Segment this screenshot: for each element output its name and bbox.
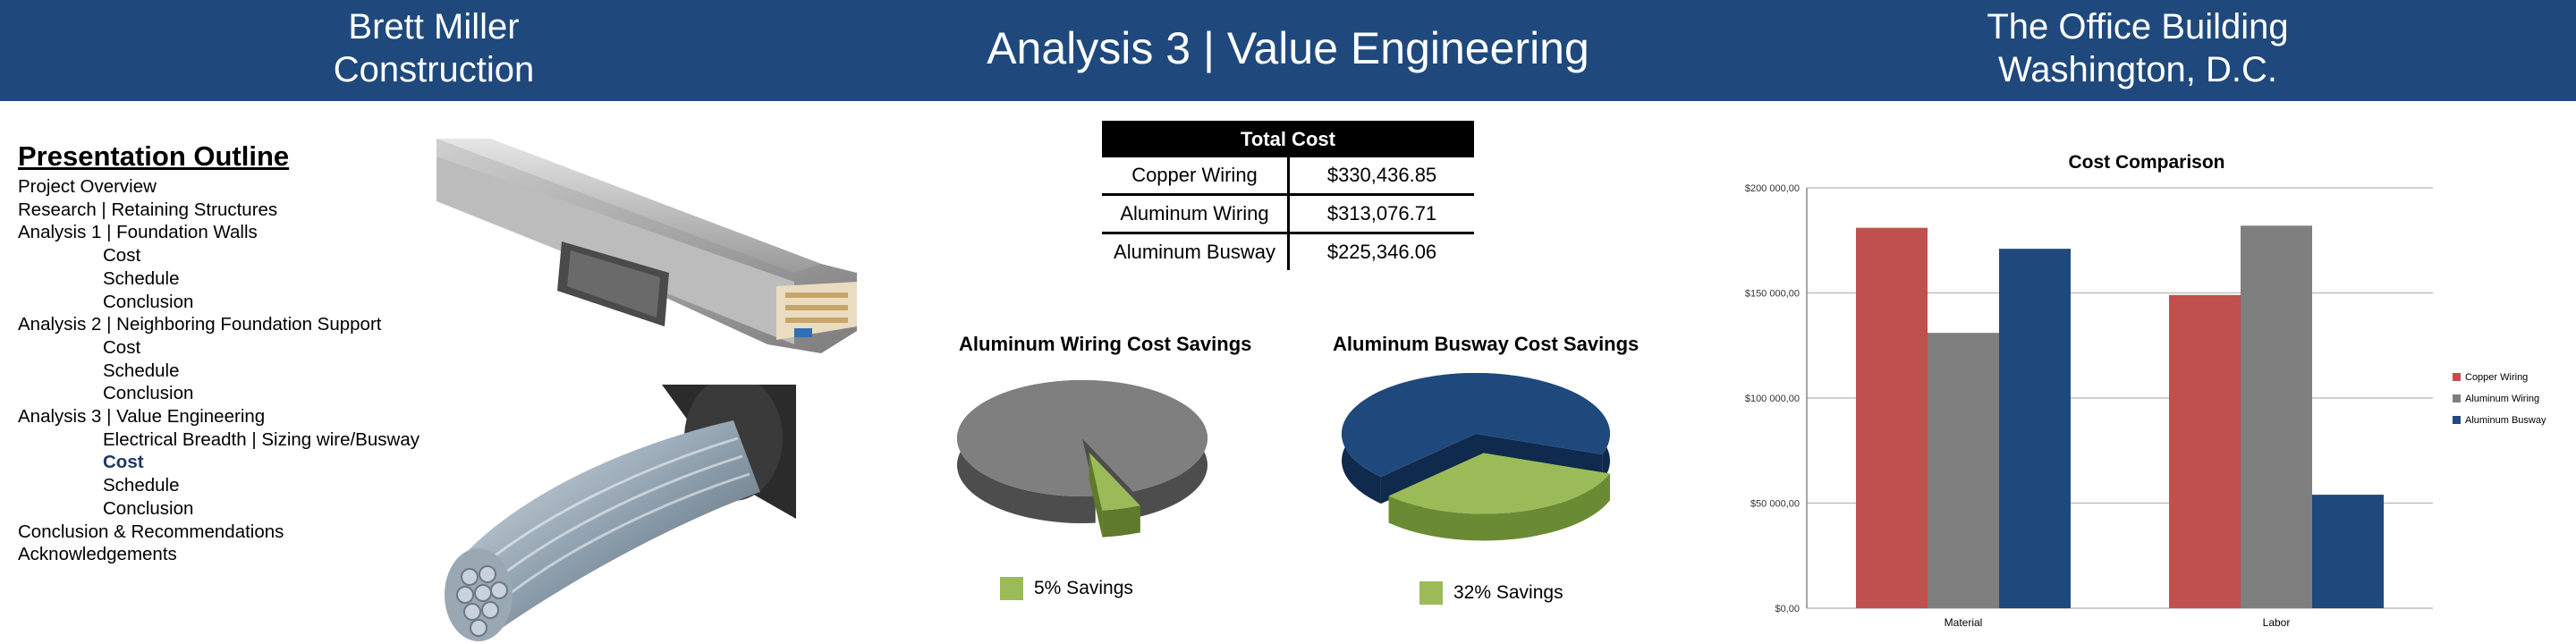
x-tick-label: Labor: [2263, 616, 2291, 629]
bar: [2169, 294, 2241, 608]
outline-item: Analysis 1 | Foundation Walls: [18, 222, 258, 243]
pie-slice-side: [1388, 473, 1610, 541]
legend-label: Aluminum Wiring: [2465, 394, 2539, 404]
outline-item: Analysis 2 | Neighboring Foundation Supp…: [18, 314, 382, 335]
outline-item: Cost: [103, 336, 141, 358]
table-row: Copper Wiring $330,436.85: [1102, 157, 1474, 196]
table-row: Aluminum Wiring $313,076.71: [1102, 194, 1474, 234]
outline-item: Conclusion: [103, 383, 194, 404]
row-name: Aluminum Busway: [1102, 233, 1290, 270]
savings-swatch: [1000, 577, 1023, 600]
outline-title: Presentation Outline: [18, 140, 290, 172]
bar: [2312, 495, 2384, 608]
total-cost-table: Total Cost Copper Wiring $330,436.85 Alu…: [1102, 121, 1474, 270]
bar: [2241, 225, 2312, 609]
row-value: $330,436.85: [1288, 157, 1474, 196]
y-tick-label: $200 000,00: [1745, 183, 1800, 194]
row-value: $225,346.06: [1326, 241, 1437, 263]
legend-swatch: [2453, 416, 2461, 424]
pie2-legend: 32% Savings: [1419, 581, 1563, 605]
pie-slice: [1089, 452, 1140, 511]
pie-chart-aluminum-wiring: [957, 380, 1208, 538]
y-tick-label: $100 000,00: [1745, 394, 1800, 404]
cable-photo: [438, 385, 796, 644]
pie1-legend-label: 5% Savings: [1034, 578, 1133, 598]
y-tick-label: $50 000,00: [1750, 499, 1800, 510]
bar: [1928, 333, 1999, 608]
pie-slice-cut: [1089, 452, 1103, 538]
row-name: Copper Wiring: [1102, 157, 1290, 196]
pie2-legend-label: 32% Savings: [1453, 582, 1563, 603]
outline-item: Conclusion & Recommendations: [18, 521, 284, 542]
pie-chart-aluminum-busway: [1342, 373, 1610, 541]
outline-item: Project Overview: [18, 176, 157, 197]
pie-slice: [1342, 373, 1610, 478]
header-banner: Brett Miller Construction Analysis 3 | V…: [0, 0, 2576, 101]
pie-slice: [957, 380, 1208, 496]
bar-chart-title: Cost Comparison: [2068, 152, 2224, 173]
outline-item: Conclusion: [103, 497, 194, 519]
busway-photo: [436, 139, 857, 353]
table-header: Total Cost: [1102, 121, 1474, 157]
pie-slice-cut: [1380, 434, 1476, 504]
company-line-1: Brett Miller: [348, 7, 520, 47]
project-line-2: Washington, D.C.: [1998, 50, 2277, 89]
table-row: Aluminum Busway $225,346.06: [1102, 233, 1474, 270]
outline-list: Project Overview Research | Retaining Str…: [18, 175, 447, 566]
savings-swatch: [1419, 581, 1443, 605]
legend-label: Aluminum Busway: [2465, 415, 2546, 426]
legend-label: Copper Wiring: [2465, 372, 2528, 383]
bar: [1856, 227, 1928, 608]
outline-item: Schedule: [103, 360, 180, 381]
x-tick-label: Material: [1945, 616, 1983, 629]
outline-item: Conclusion: [103, 291, 194, 312]
project-name: The Office Building Washington, D.C.: [1959, 5, 2317, 91]
outline-item: Schedule: [103, 475, 180, 496]
presentation-outline: Presentation Outline Project Overview Res…: [18, 140, 447, 566]
pie2-title: Aluminum Busway Cost Savings: [1333, 333, 1640, 355]
bar: [1999, 249, 2071, 608]
pie1-title: Aluminum Wiring Cost Savings: [959, 333, 1252, 355]
company-name: Brett Miller Construction: [255, 5, 613, 91]
row-name: Aluminum Wiring: [1102, 194, 1290, 234]
y-tick-label: $150 000,00: [1745, 289, 1800, 300]
pie1-legend: 5% Savings: [1000, 577, 1133, 600]
project-line-1: The Office Building: [1987, 7, 2289, 47]
legend-swatch: [2453, 373, 2461, 381]
outline-item: Cost: [103, 452, 144, 473]
pie-slice: [1388, 453, 1610, 514]
outline-item: Cost: [103, 245, 141, 267]
outline-item: Schedule: [103, 267, 180, 289]
cost-comparison-chart: Cost Comparison $0,00 $50 000,00 $100 000,…: [1745, 152, 2546, 629]
legend-swatch: [2453, 394, 2461, 402]
row-value: $313,076.71: [1288, 194, 1474, 234]
y-tick-label: $0,00: [1775, 604, 1800, 614]
outline-item: Electrical Breadth | Sizing wire/Busway: [103, 428, 419, 450]
outline-item: Research | Retaining Structures: [18, 199, 278, 220]
slide-title: Analysis 3 | Value Engineering: [987, 23, 1589, 73]
company-line-2: Construction: [333, 50, 535, 89]
outline-item: Analysis 3 | Value Engineering: [18, 406, 266, 428]
outline-item: Acknowledgements: [18, 544, 177, 565]
